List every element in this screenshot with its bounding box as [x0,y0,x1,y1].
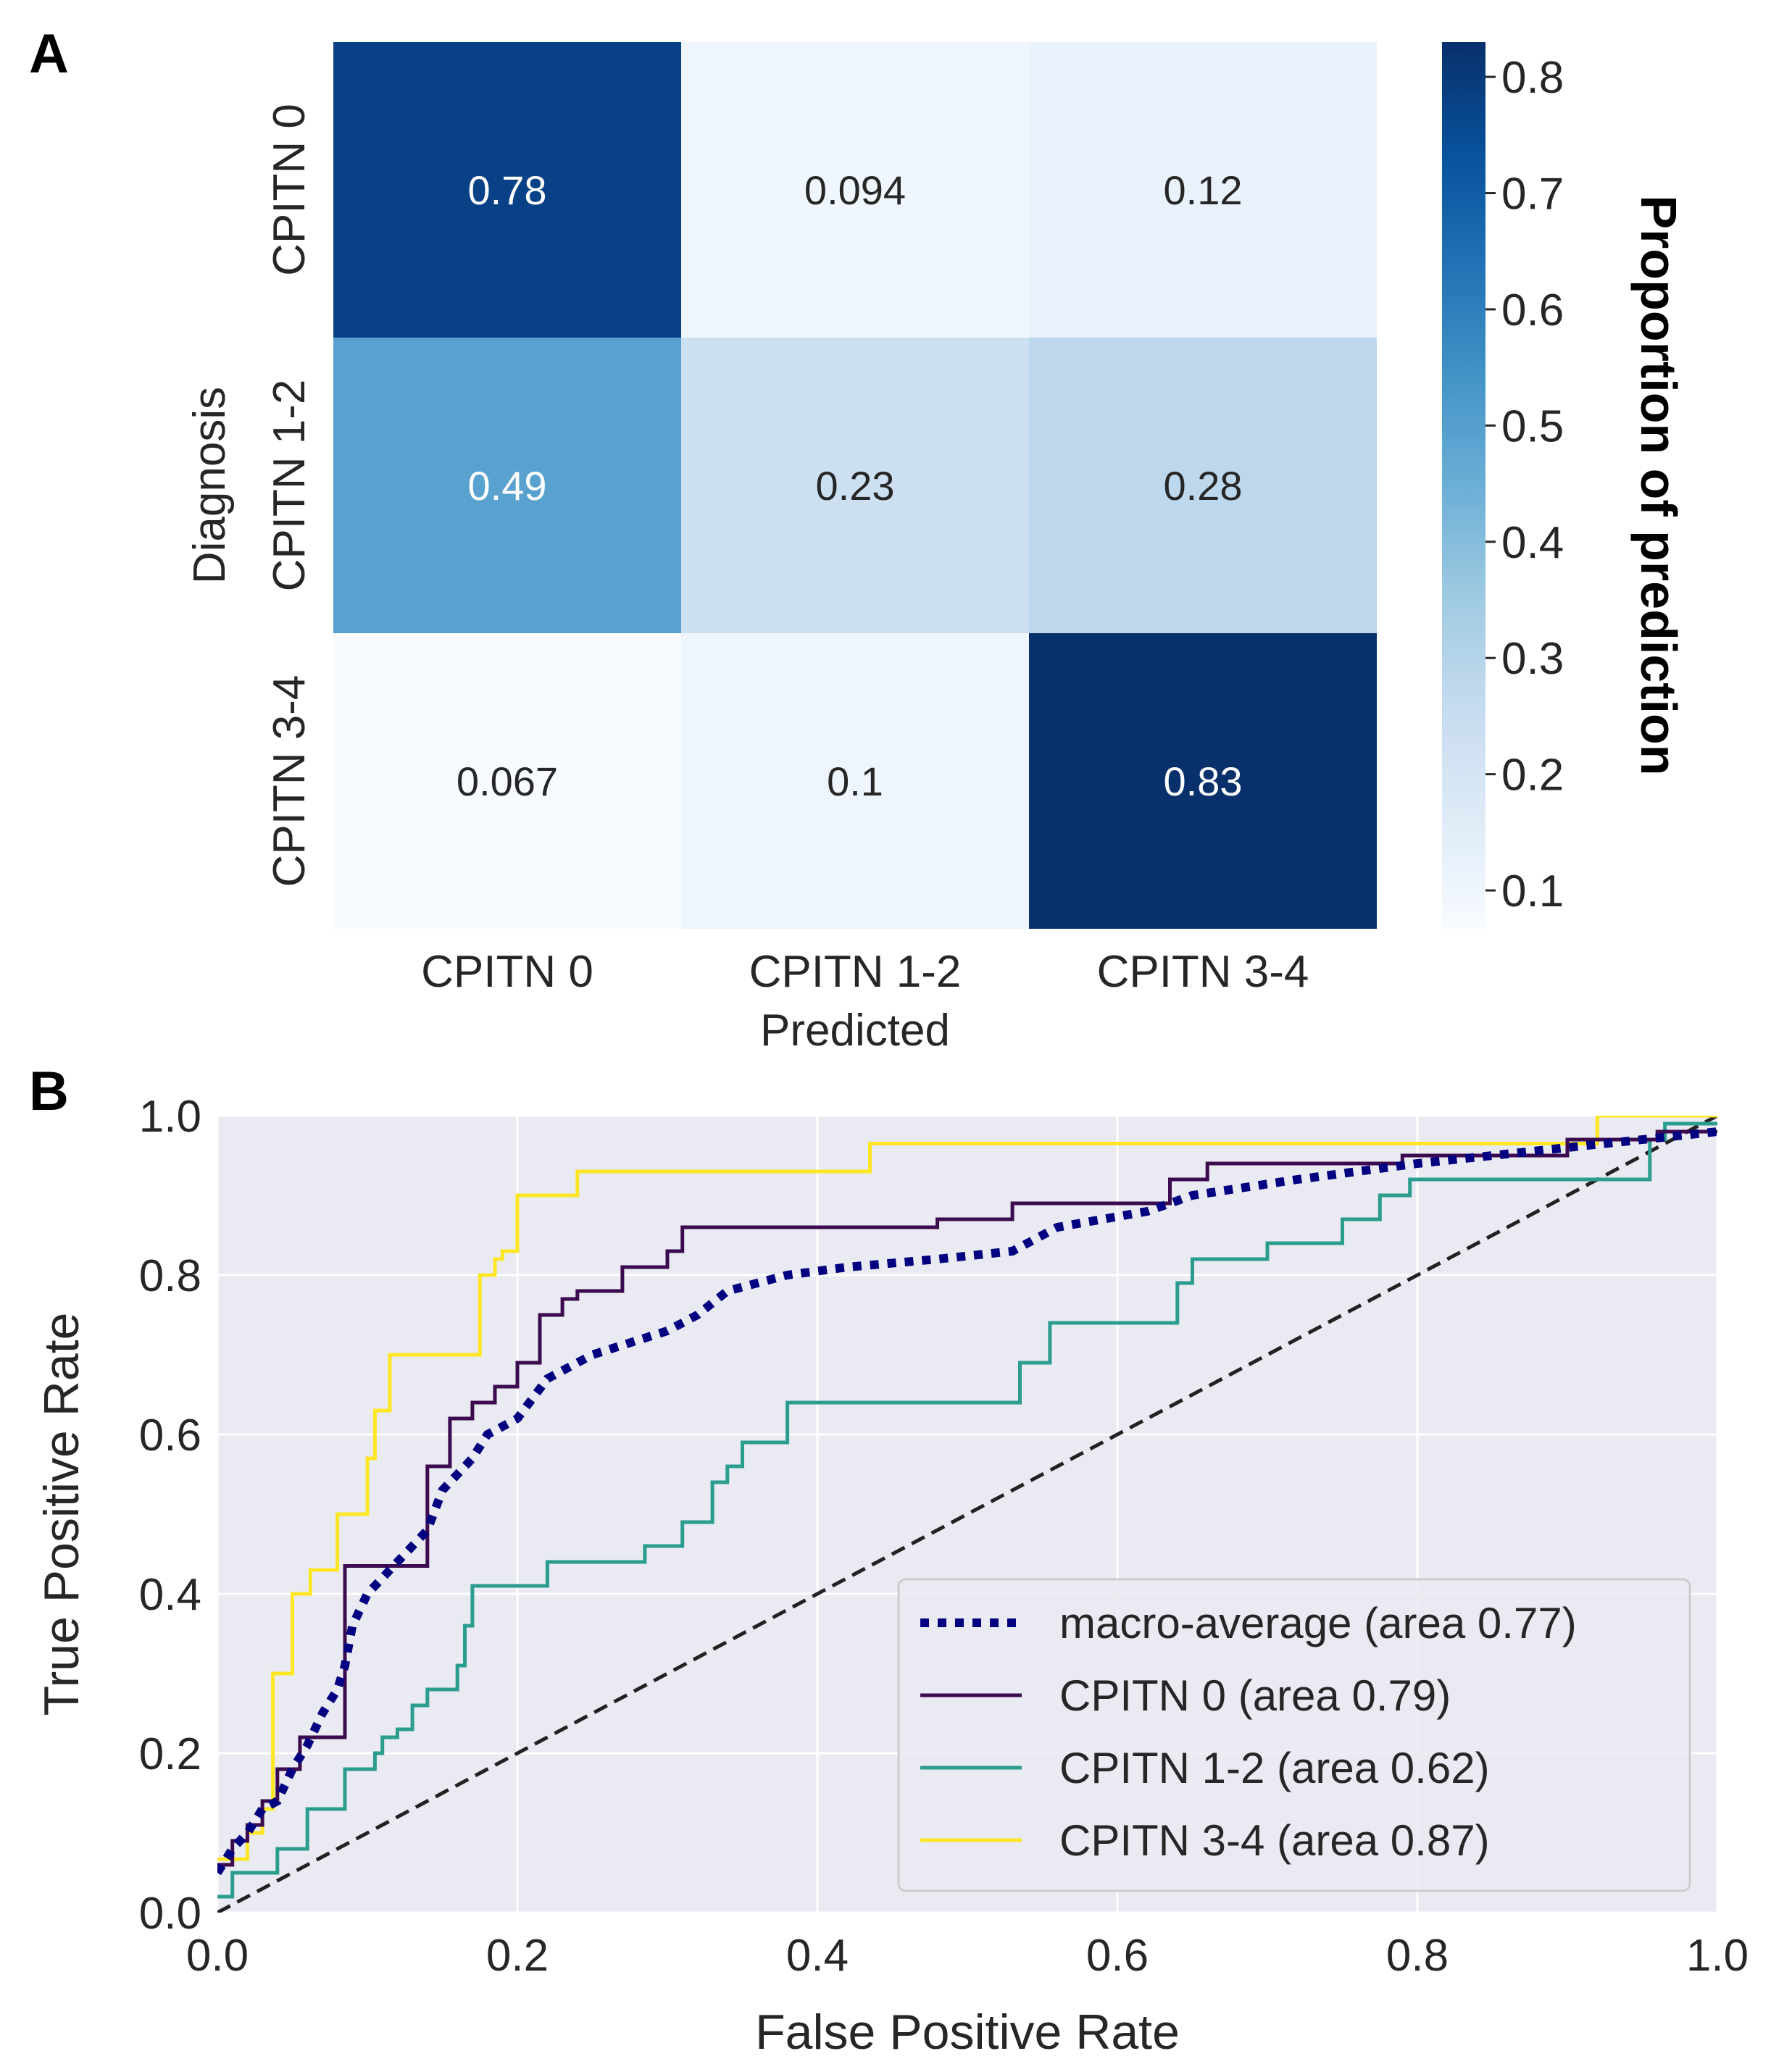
heatmap-cell [681,42,1029,338]
colorbar-tick-label: 0.6 [1501,285,1564,335]
heatmap-cell [681,338,1029,633]
colorbar-tick-label: 0.5 [1501,401,1564,451]
column-tick-label: CPITN 0 [421,947,593,997]
y-tick-label: 0.4 [139,1570,201,1620]
cell-value-label: 0.78 [468,167,547,213]
legend-box [897,1578,1691,1892]
x-tick-label: 0.8 [1386,1931,1449,1981]
heatmap-cell [333,42,681,338]
x-tick-label: 0.0 [186,1931,249,1981]
column-tick-label: CPITN 1-2 [749,947,962,997]
cell-value-label: 0.49 [468,463,547,509]
heatmap-x-axis-title: Predicted [760,1006,950,1056]
heatmap-cell [1029,633,1377,929]
roc-series-line [217,1129,1717,1867]
legend: macro-average (area 0.77) CPITN 0 (area 0… [897,1578,1691,1892]
cell-value-label: 0.23 [816,463,895,509]
cell-value-label: 0.28 [1164,463,1243,509]
colorbar-tick-label: 0.8 [1501,53,1564,103]
y-axis-title: True Positive Rate [34,1313,89,1716]
legend-label: CPITN 0 (area 0.79) [1059,1671,1451,1720]
x-axis-title: False Positive Rate [755,2005,1180,2060]
colorbar-tick-label: 0.4 [1501,518,1564,568]
colorbar: 0.1 0.2 0.3 0.4 0.5 0.6 0.7 0.8 Proportion of pr… [1442,42,1687,929]
legend-label: macro-average (area 0.77) [1059,1599,1577,1647]
cell-value-label: 0.067 [457,759,558,804]
cell-value-label: 0.094 [804,167,906,213]
colorbar-tick-label: 0.1 [1501,866,1564,916]
confusion-matrix-heatmap: 0.78 0.094 0.12 0.49 0.23 0.28 0.067 0.1 0.83 CPI… [185,42,1377,1056]
colorbar-tick-label: 0.2 [1501,751,1564,801]
x-tick-label: 0.4 [786,1931,849,1981]
roc-chart: 0.0 0.2 0.4 0.6 0.8 1.0 0.0 0.2 0.4 0.6 0.8 1.0 Fals… [34,1092,1749,2060]
colorbar-gradient [1442,42,1485,929]
y-tick-label: 0.2 [139,1729,201,1779]
roc-series-line [217,1116,1717,1861]
heatmap-y-axis-title: Diagnosis [185,387,235,584]
colorbar-title: Proportion of prediction [1630,195,1687,775]
roc-series-line [217,1121,1717,1899]
y-tick-label: 0.8 [139,1251,201,1301]
heatmap-cell [681,633,1029,929]
chance-diagonal-line [217,1116,1717,1913]
heatmap-cell [333,633,681,929]
y-tick-label: 0.6 [139,1411,201,1461]
row-tick-label: CPITN 3-4 [264,675,314,887]
heatmap-cell [1029,338,1377,633]
heatmap-cell [1029,42,1377,338]
x-tick-label: 1.0 [1686,1931,1749,1981]
row-tick-label: CPITN 1-2 [264,380,314,592]
cell-value-label: 0.12 [1164,167,1243,213]
cell-value-label: 0.83 [1164,759,1243,804]
column-tick-label: CPITN 3-4 [1097,947,1309,997]
roc-lines [217,1116,1717,1913]
colorbar-tick-label: 0.3 [1501,634,1564,684]
row-tick-label: CPITN 0 [264,104,314,276]
y-tick-label: 0.0 [139,1889,201,1939]
heatmap-cell [333,338,681,633]
cell-value-label: 0.1 [827,759,883,804]
panel-label-a: A [29,23,69,85]
colorbar-tick-label: 0.7 [1501,170,1564,220]
x-tick-label: 0.6 [1086,1931,1149,1981]
legend-label: CPITN 3-4 (area 0.87) [1059,1816,1490,1865]
panel-label-b: B [29,1061,69,1122]
legend-label: CPITN 1-2 (area 0.62) [1059,1744,1490,1792]
roc-series-line [217,1127,1717,1876]
y-tick-label: 1.0 [139,1092,201,1142]
x-tick-label: 0.2 [486,1931,549,1981]
